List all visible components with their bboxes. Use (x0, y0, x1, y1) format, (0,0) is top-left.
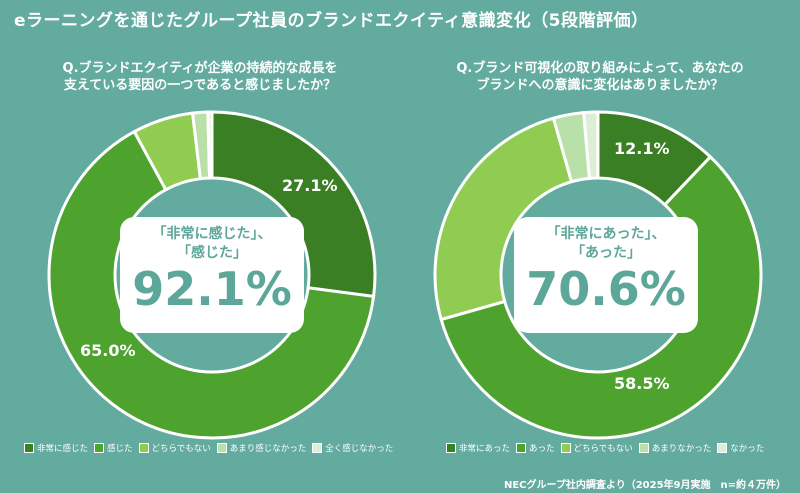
legend-swatch (94, 443, 105, 453)
data-label-2-1: 58.5% (614, 374, 670, 393)
legend-2-item-3: あまりなかった (638, 442, 712, 454)
legend-label: あまりなかった (651, 444, 712, 454)
center-label-2-line-1: 「非常にあった」、 (546, 226, 666, 242)
legend-label: 非常に感じた (37, 444, 89, 454)
center-label-2-line-2: 「あった」 (571, 245, 641, 261)
legend-2-item-4: なかった (717, 442, 764, 454)
legend-2-item-0: 非常にあった (446, 442, 510, 454)
donut-chart-2 (433, 110, 763, 440)
legend-1-item-4: 全く感じなかった (312, 442, 393, 454)
chart-title: eラーニングを通じたグループ社員のブランドエクイティ意識変化（5段階評価） (14, 11, 649, 31)
chart-panel-2: Q.ブランド可視化の取り組みによって、あなたの ブランドへの意識に変化はありまし… (400, 0, 800, 470)
legend-label: 感じた (107, 444, 133, 454)
legend-swatch (516, 443, 527, 453)
donut-1-slice-4 (206, 110, 214, 180)
question-2-line-1: Q.ブランド可視化の取り組みによって、あなたの (456, 61, 744, 76)
legend-2-item-1: あった (516, 442, 555, 454)
donut-2-slice-4 (582, 110, 600, 181)
legend-label: あった (529, 444, 555, 454)
legend-swatch (717, 443, 728, 453)
question-2: Q.ブランド可視化の取り組みによって、あなたの ブランドへの意識に変化はありまし… (400, 60, 800, 94)
question-2-line-2: ブランドへの意識に変化はありましたか？ (476, 78, 724, 93)
center-box-1: 「非常に感じた」、 「感じた」 92.1% (120, 217, 304, 333)
legend-label: どちらでもない (573, 444, 633, 454)
legend-1: 非常に感じた 感じた どちらでもない あまり感じなかった 全く感じなかった (24, 442, 393, 454)
legend-1-item-2: どちらでもない (138, 442, 211, 454)
center-box-2: 「非常にあった」、 「あった」 70.6% (514, 217, 698, 333)
center-value-2: 70.6% (526, 262, 686, 316)
legend-2-item-2: どちらでもない (560, 442, 633, 454)
legend-swatch (24, 443, 34, 453)
legend-label: 非常にあった (459, 444, 511, 454)
legend-swatch (138, 443, 149, 453)
legend-1-item-3: あまり感じなかった (216, 442, 307, 454)
center-label-1-line-1: 「非常に感じた」、 (152, 226, 272, 242)
legend-swatch (638, 443, 649, 453)
legend-1-item-1: 感じた (94, 442, 133, 454)
legend-label: あまり感じなかった (229, 444, 307, 454)
donut-2-slice-2 (433, 116, 574, 322)
legend-swatch (446, 443, 456, 453)
donut-1-slice-1 (47, 129, 376, 440)
legend-label: どちらでもない (151, 444, 211, 454)
question-1-line-2: 支えている要因の一つであると感じましたか？ (63, 78, 337, 93)
data-label-1-1: 65.0% (80, 341, 136, 360)
question-1: Q.ブランドエクイティが企業の持続的な成長を 支えている要因の一つであると感じま… (0, 60, 400, 94)
chart-panel-1: Q.ブランドエクイティが企業の持続的な成長を 支えている要因の一つであると感じま… (0, 0, 400, 470)
legend-swatch (560, 443, 571, 453)
legend-1-item-0: 非常に感じた (24, 442, 88, 454)
donut-chart-1 (47, 110, 377, 440)
center-value-1: 92.1% (132, 262, 292, 316)
legend-label: 全く感じなかった (325, 444, 394, 454)
question-1-line-1: Q.ブランドエクイティが企業の持続的な成長を (62, 61, 338, 76)
data-label-1-0: 27.1% (282, 176, 338, 195)
center-label-1-line-2: 「感じた」 (177, 245, 247, 261)
data-label-2-0: 12.1% (614, 139, 670, 158)
legend-2: 非常にあった あった どちらでもない あまりなかった なかった (446, 442, 764, 454)
source-note: NECグループ社内調査より（2025年9月実施 n=約４万件） (503, 480, 786, 491)
legend-swatch (312, 443, 323, 453)
donut-1-slice-0 (210, 110, 377, 299)
legend-label: なかった (730, 444, 765, 454)
legend-swatch (216, 443, 227, 453)
